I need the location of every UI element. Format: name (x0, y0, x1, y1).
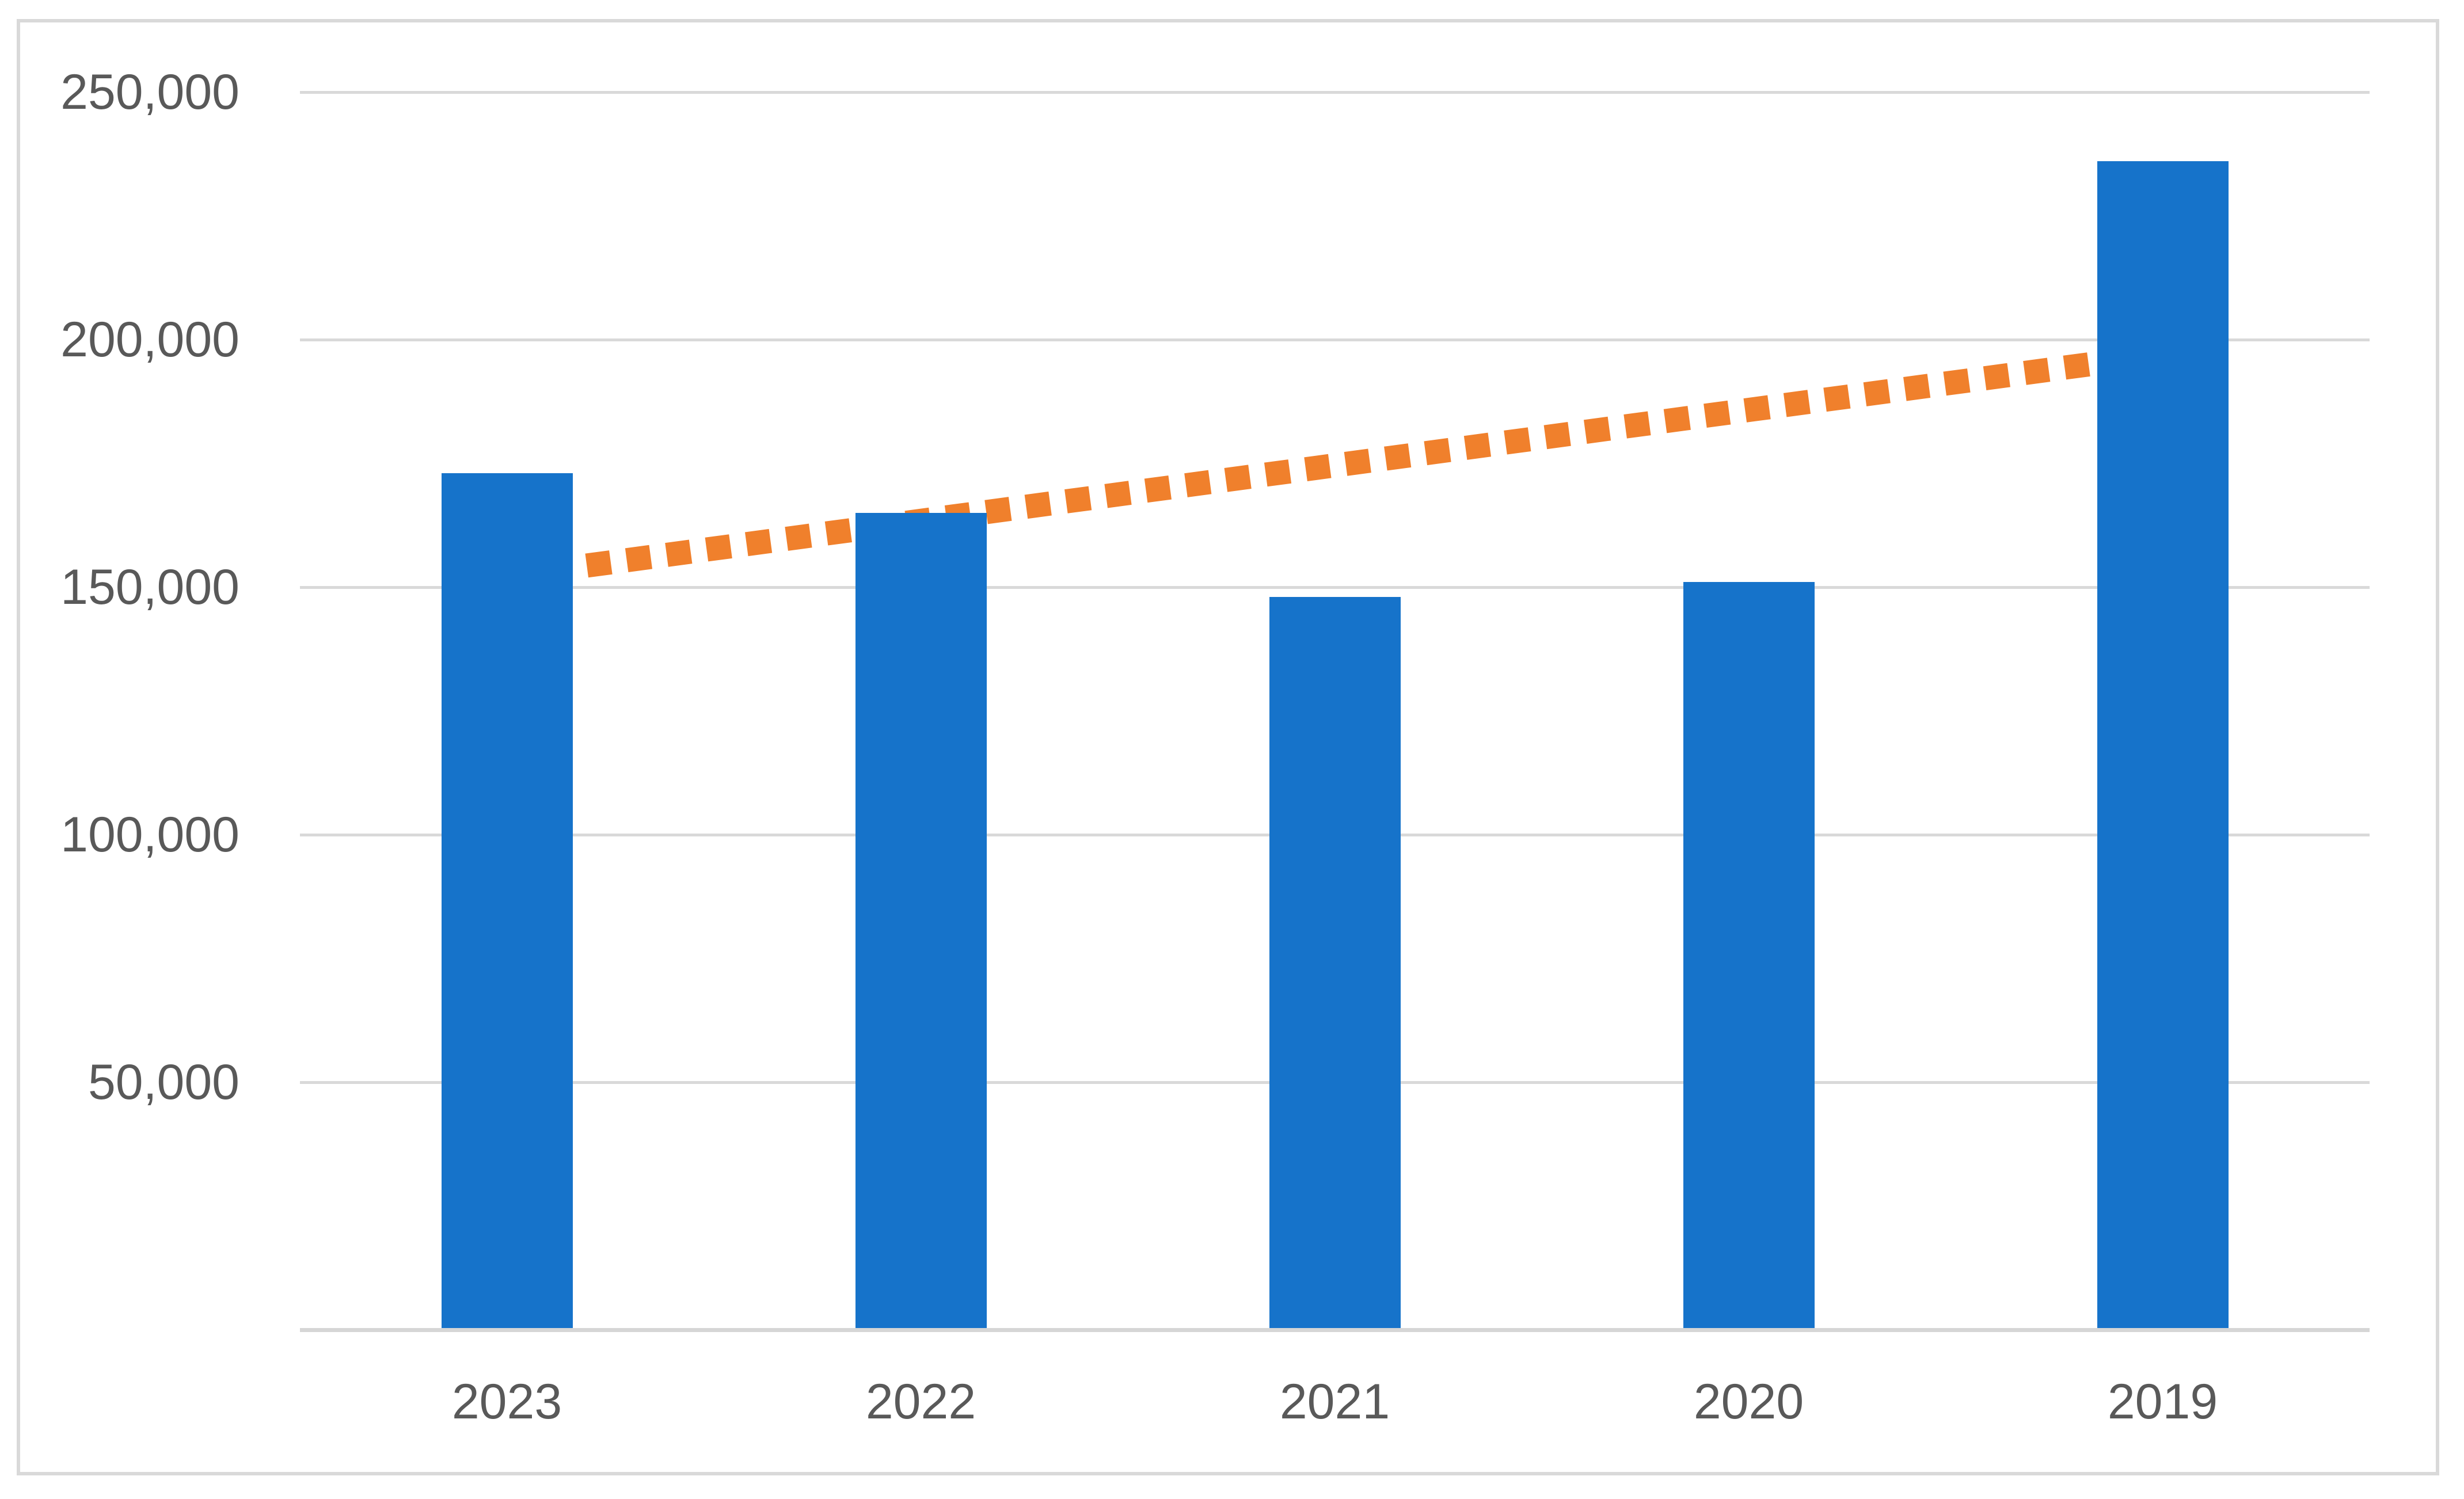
x-axis-tick-label: 2021 (1279, 1374, 1390, 1429)
y-axis-tick-label: 100,000 (60, 807, 239, 862)
trendline (505, 342, 2165, 588)
bar-2019 (2097, 161, 2229, 1330)
y-axis-tick-label: 200,000 (60, 312, 239, 367)
bar-2020 (1683, 582, 1815, 1330)
gridline (300, 586, 2370, 589)
x-axis-tick-label: 2020 (1693, 1374, 1804, 1429)
x-axis-tick-label: 2023 (451, 1374, 562, 1429)
bar-2021 (1269, 597, 1401, 1330)
y-axis-tick-label: 50,000 (88, 1055, 239, 1110)
bar-2023 (441, 473, 573, 1330)
x-axis-tick-label: 2022 (865, 1374, 976, 1429)
y-axis-tick-label: 250,000 (60, 64, 239, 120)
x-axis-line (300, 1328, 2370, 1332)
gridline (300, 338, 2370, 341)
bar-2022 (855, 513, 987, 1330)
chart-frame: 250,000 200,000 150,000 100,000 50,000 2023 20… (17, 19, 2439, 1475)
y-axis-tick-label: 150,000 (60, 560, 239, 615)
x-axis-tick-label: 2019 (2107, 1374, 2218, 1429)
gridline (300, 91, 2370, 94)
